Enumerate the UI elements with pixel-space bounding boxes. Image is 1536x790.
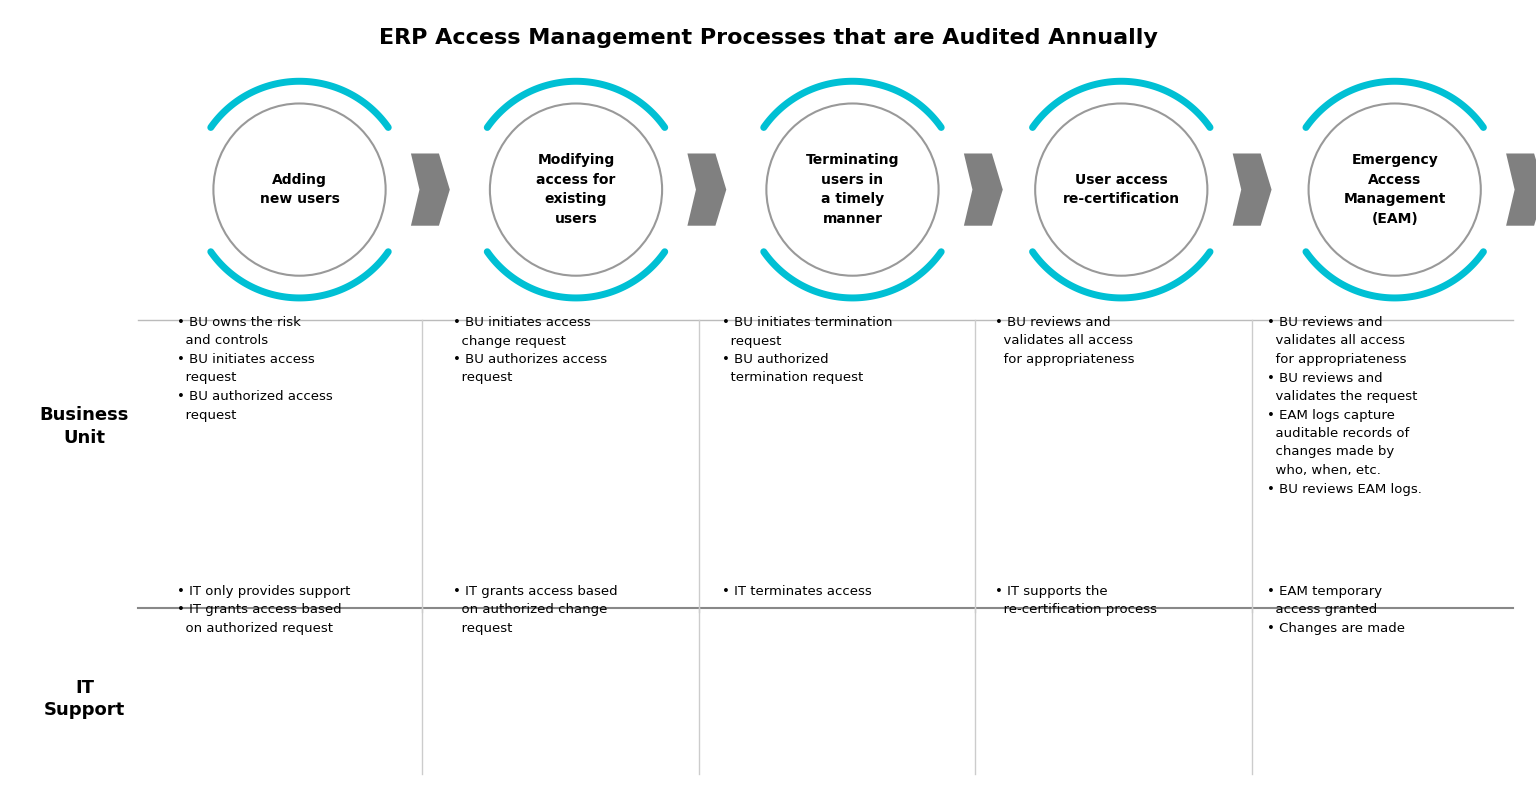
Polygon shape <box>412 153 450 226</box>
Text: Terminating
users in
a timely
manner: Terminating users in a timely manner <box>806 153 899 226</box>
Text: ERP Access Management Processes that are Audited Annually: ERP Access Management Processes that are… <box>378 28 1158 47</box>
Text: • IT supports the
  re-certification process: • IT supports the re-certification proce… <box>995 585 1157 616</box>
Text: Emergency
Access
Management
(EAM): Emergency Access Management (EAM) <box>1344 153 1445 226</box>
Text: • BU initiates termination
  request
• BU authorized
  termination request: • BU initiates termination request • BU … <box>722 316 892 385</box>
Text: IT
Support: IT Support <box>45 679 124 719</box>
Polygon shape <box>1507 153 1536 226</box>
Polygon shape <box>965 153 1003 226</box>
Ellipse shape <box>1309 103 1481 276</box>
Text: • BU reviews and
  validates all access
  for appropriateness: • BU reviews and validates all access fo… <box>995 316 1135 366</box>
Text: • BU initiates access
  change request
• BU authorizes access
  request: • BU initiates access change request • B… <box>453 316 607 385</box>
Text: • BU owns the risk
  and controls
• BU initiates access
  request
• BU authorize: • BU owns the risk and controls • BU ini… <box>177 316 332 422</box>
Text: • EAM temporary
  access granted
• Changes are made: • EAM temporary access granted • Changes… <box>1267 585 1405 634</box>
Text: Adding
new users: Adding new users <box>260 173 339 206</box>
Text: User access
re-certification: User access re-certification <box>1063 173 1180 206</box>
Polygon shape <box>688 153 727 226</box>
Polygon shape <box>1233 153 1272 226</box>
Text: Modifying
access for
existing
users: Modifying access for existing users <box>536 153 616 226</box>
Ellipse shape <box>1035 103 1207 276</box>
Text: • BU reviews and
  validates all access
  for appropriateness
• BU reviews and
 : • BU reviews and validates all access fo… <box>1267 316 1422 495</box>
Text: • IT terminates access: • IT terminates access <box>722 585 871 597</box>
Text: • IT only provides support
• IT grants access based
  on authorized request: • IT only provides support • IT grants a… <box>177 585 350 634</box>
Ellipse shape <box>490 103 662 276</box>
Ellipse shape <box>766 103 938 276</box>
Text: • IT grants access based
  on authorized change
  request: • IT grants access based on authorized c… <box>453 585 617 634</box>
Ellipse shape <box>214 103 386 276</box>
Text: Business
Unit: Business Unit <box>40 407 129 446</box>
